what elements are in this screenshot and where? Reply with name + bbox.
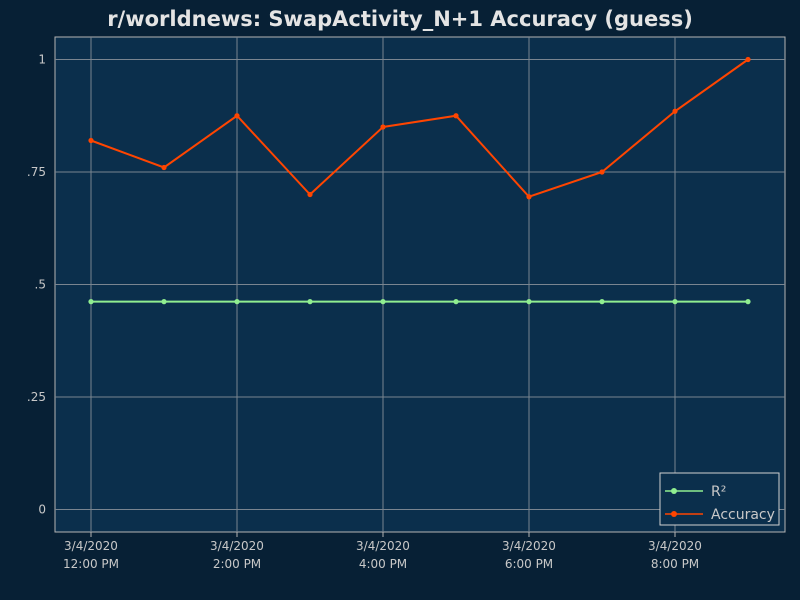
x-tick-label-time: 6:00 PM: [505, 557, 553, 571]
series-accuracy-point: [453, 113, 459, 119]
x-tick-labels: 3/4/2020 12:00 PM 3/4/2020 2:00 PM 3/4/2020 4…: [63, 532, 702, 571]
series-r2-point: [672, 299, 678, 305]
series-accuracy-point: [745, 56, 751, 63]
series-accuracy-point: [234, 113, 240, 119]
y-tick-label: .75: [27, 165, 46, 179]
series-accuracy-point: [161, 164, 167, 171]
legend-box: [659, 472, 780, 526]
series-group: [88, 56, 751, 305]
chart-title: r/worldnews: SwapActivity_N+1 Accuracy (…: [107, 7, 693, 31]
x-tick-label-time: 2:00 PM: [213, 557, 261, 571]
legend-swatch-marker: [671, 511, 677, 517]
series-accuracy-point: [307, 191, 313, 198]
legend[interactable]: R² Accuracy: [659, 472, 780, 526]
x-tick-label-time: 4:00 PM: [359, 557, 407, 571]
series-r2-point: [526, 299, 532, 305]
series-r2-point: [599, 299, 605, 305]
series-accuracy-point: [526, 194, 532, 200]
series-r2-point: [161, 299, 167, 305]
series-r2-point: [745, 299, 751, 305]
series-r2-point: [380, 299, 386, 305]
legend-item-accuracy[interactable]: Accuracy: [665, 507, 775, 523]
series-accuracy: [88, 56, 751, 200]
y-tick-label: 0: [38, 503, 46, 517]
x-tick-label-date: 3/4/2020: [356, 539, 410, 553]
x-tick-label-date: 3/4/2020: [502, 539, 556, 553]
series-accuracy-line: [90, 58, 749, 198]
legend-label: R²: [711, 484, 726, 500]
series-accuracy-point: [672, 108, 678, 114]
series-accuracy-point: [88, 137, 94, 144]
series-r2-point: [88, 299, 94, 305]
x-tick-label-date: 3/4/2020: [210, 539, 264, 553]
y-tick-labels: 0 .25 .5 .75 1: [27, 53, 46, 517]
series-accuracy-point: [599, 169, 605, 175]
series-accuracy-point: [380, 124, 386, 130]
series-r2-point: [307, 299, 313, 305]
legend-swatch-marker: [671, 488, 677, 494]
y-tick-label: 1: [38, 53, 46, 67]
x-tick-label-time: 8:00 PM: [651, 557, 699, 571]
x-tick-label-time: 12:00 PM: [63, 557, 119, 571]
legend-label: Accuracy: [711, 507, 775, 523]
series-r2: [88, 299, 751, 305]
legend-item-r2[interactable]: R²: [665, 484, 726, 500]
series-r2-point: [234, 299, 240, 305]
y-tick-label: .5: [35, 278, 46, 292]
x-tick-label-date: 3/4/2020: [64, 539, 118, 553]
x-tick-label-date: 3/4/2020: [648, 539, 702, 553]
y-tick-label: .25: [27, 390, 46, 404]
series-r2-point: [453, 299, 459, 305]
